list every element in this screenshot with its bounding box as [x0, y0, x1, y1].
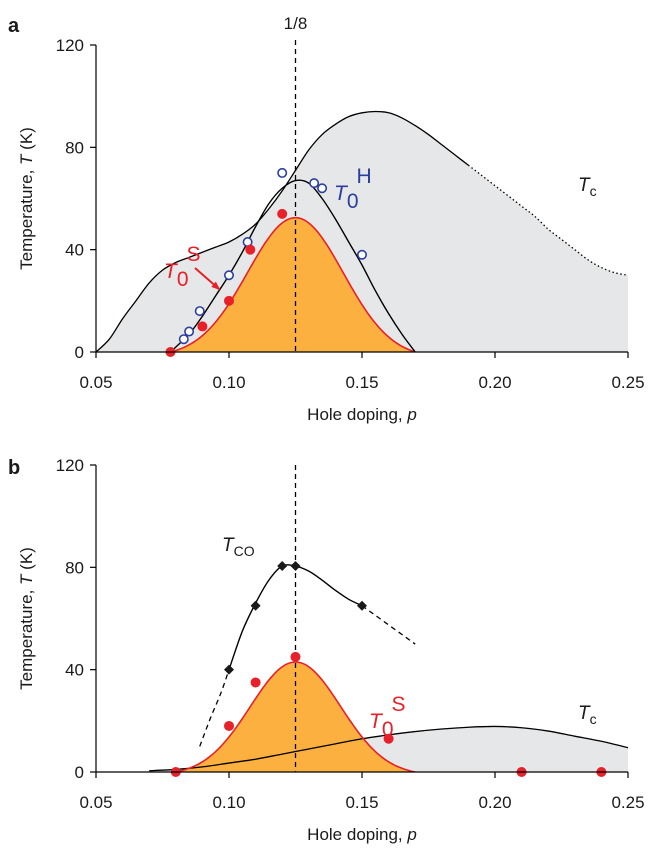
- y-tick-label: 80: [65, 558, 84, 577]
- label-t0s-sub: 0: [177, 268, 189, 291]
- t0h-points-marker: [194, 306, 205, 317]
- tc-fill: [96, 111, 628, 352]
- t0s-points-marker: [245, 244, 256, 255]
- label-tc-var: T: [578, 175, 591, 196]
- label-tco: TCO: [222, 535, 255, 559]
- x-tick-label: 0.25: [611, 793, 644, 812]
- label-t0s: T0S: [164, 243, 201, 291]
- t0s-points-marker: [383, 733, 394, 744]
- tco-points-marker: [290, 561, 301, 572]
- x-tick-label: 0.20: [478, 373, 511, 392]
- t0s-points-marker: [197, 321, 208, 332]
- y-tick-label: 40: [65, 661, 84, 680]
- t0h-points-marker: [277, 167, 288, 178]
- x-axis-title: Hole doping, p: [307, 405, 417, 424]
- plot-area-b: 0 40 80 120 0.05 0.10 0.15 0.20 0.25 Hole doping,…: [17, 456, 645, 844]
- label-t0s-sub: 0: [382, 718, 394, 741]
- tc-line: [96, 110, 469, 352]
- y-axis-title: Temperature, T (K): [17, 547, 36, 690]
- t0s-fill: [175, 661, 416, 772]
- plot-area-a: 1/8 0 40 80 120 0.05 0.10 0.15 0.20 0.25 Hole dopi…: [17, 14, 645, 424]
- x-tick-label: 0.10: [212, 793, 245, 812]
- t0h-line: [169, 179, 416, 352]
- x-axis-title: Hole doping, p: [307, 825, 417, 844]
- y-tick-label: 0: [75, 343, 84, 362]
- vline-label: 1/8: [284, 14, 308, 33]
- tco-points-marker: [277, 561, 288, 572]
- panel-b: b 0 40 80 120 0.05 0.10 0.15 0.20 0.25 Hole dopin…: [8, 456, 645, 844]
- x-tick-label: 0.15: [345, 373, 378, 392]
- tco-line-dashed-low: [199, 669, 230, 747]
- x-tick-label: 0.25: [611, 373, 644, 392]
- t0h-points-marker: [178, 334, 189, 345]
- label-t0s-var: T: [164, 260, 179, 283]
- y-tick-label: 120: [56, 36, 84, 55]
- t0s-points-marker: [290, 651, 301, 662]
- label-t0h-sup: H: [357, 165, 372, 188]
- label-tc-sub: c: [590, 183, 597, 199]
- label-t0s-var: T: [369, 710, 384, 733]
- label-t0s-sup: S: [392, 693, 406, 716]
- t0s-fill: [170, 217, 416, 352]
- x-tick-label: 0.15: [345, 793, 378, 812]
- t0s-points-marker: [224, 295, 234, 306]
- x-tick-label: 0.05: [79, 373, 112, 392]
- label-tco-sub: CO: [234, 543, 255, 559]
- t0s-line: [170, 216, 416, 352]
- y-tick-label: 40: [65, 241, 84, 260]
- label-t0h-sub: 0: [347, 190, 359, 213]
- t0h-points-marker: [317, 183, 328, 194]
- label-tco-var: T: [222, 535, 235, 556]
- label-tc-sub: c: [590, 711, 597, 727]
- tco-points-marker: [250, 600, 261, 611]
- y-axis-title: Temperature, T (K): [17, 127, 36, 270]
- label-t0s: T0S: [369, 693, 406, 741]
- panel-label-b: b: [8, 457, 20, 479]
- t0h-points-marker: [356, 249, 367, 260]
- x-tick-label: 0.05: [79, 793, 112, 812]
- y-tick-label: 120: [56, 456, 84, 475]
- label-t0h: T0H: [334, 165, 372, 213]
- tco-points-marker: [224, 664, 234, 675]
- label-t0h-var: T: [334, 182, 349, 205]
- t0s-points-marker: [277, 208, 288, 219]
- series-layer-a: [96, 110, 628, 352]
- t0s-line: [175, 661, 416, 772]
- t0h-points-marker: [224, 270, 235, 281]
- t0h-points-marker: [309, 178, 320, 189]
- t0s-arrow-head: [211, 281, 221, 291]
- y-tick-label: 0: [75, 763, 84, 782]
- panel-a: a 1/8 0 40 80 120 0.05 0.10 0.15 0.20 0.25 Hole do…: [8, 14, 645, 424]
- x-tick-label: 0.20: [478, 793, 511, 812]
- tc-line-dotted: [468, 164, 628, 276]
- tco-points-marker: [357, 600, 367, 611]
- label-tc: Tc: [578, 703, 597, 727]
- panel-label-a: a: [8, 15, 20, 37]
- label-tc: Tc: [578, 175, 597, 199]
- t0s-points-marker: [224, 720, 234, 731]
- t0s-points-marker: [250, 677, 261, 688]
- x-tick-label: 0.10: [212, 373, 245, 392]
- label-t0s-sup: S: [187, 243, 201, 266]
- y-tick-label: 80: [65, 138, 84, 157]
- label-tc-var: T: [578, 703, 591, 724]
- tco-line-dashed-high: [361, 605, 416, 645]
- t0h-points-marker: [184, 326, 195, 337]
